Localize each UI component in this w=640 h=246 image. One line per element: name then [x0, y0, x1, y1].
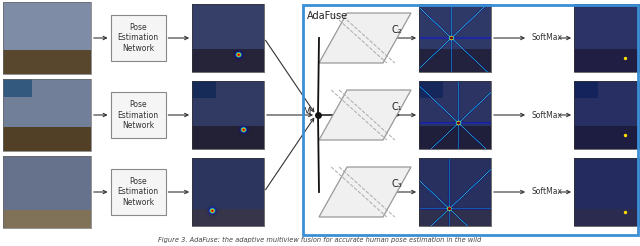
- Text: C₂: C₂: [391, 25, 402, 35]
- Text: SoftMax: SoftMax: [532, 110, 563, 120]
- Bar: [3, 2, 91, 74]
- Bar: [574, 158, 640, 226]
- Bar: [419, 4, 491, 72]
- Polygon shape: [319, 167, 411, 217]
- Bar: [111, 169, 166, 215]
- Bar: [192, 81, 264, 149]
- Point: [620, 133, 630, 137]
- Text: SoftMax: SoftMax: [532, 187, 563, 197]
- Bar: [3, 156, 91, 228]
- Text: M: M: [303, 107, 312, 117]
- Text: C₃: C₃: [391, 179, 402, 189]
- Text: SoftMax: SoftMax: [532, 33, 563, 43]
- Bar: [192, 158, 264, 226]
- Text: Figure 3. AdaFuse: the adaptive multiview fusion for accurate human pose estimat: Figure 3. AdaFuse: the adaptive multivie…: [158, 237, 482, 243]
- Bar: [419, 158, 491, 226]
- Text: AdaFuse: AdaFuse: [307, 11, 348, 21]
- Point: [620, 210, 630, 214]
- Bar: [111, 92, 166, 138]
- Bar: [574, 81, 640, 149]
- Bar: [303, 5, 638, 235]
- Polygon shape: [319, 90, 411, 140]
- Bar: [111, 15, 166, 61]
- Point: [313, 113, 323, 117]
- Text: Pose
Estimation
Network: Pose Estimation Network: [117, 100, 159, 130]
- Text: Pose
Estimation
Network: Pose Estimation Network: [117, 23, 159, 53]
- Polygon shape: [319, 13, 411, 63]
- Text: C₁: C₁: [391, 102, 402, 112]
- Bar: [3, 79, 91, 151]
- Point: [620, 56, 630, 60]
- Bar: [574, 4, 640, 72]
- Text: Pose
Estimation
Network: Pose Estimation Network: [117, 177, 159, 207]
- Bar: [192, 4, 264, 72]
- Bar: [419, 81, 491, 149]
